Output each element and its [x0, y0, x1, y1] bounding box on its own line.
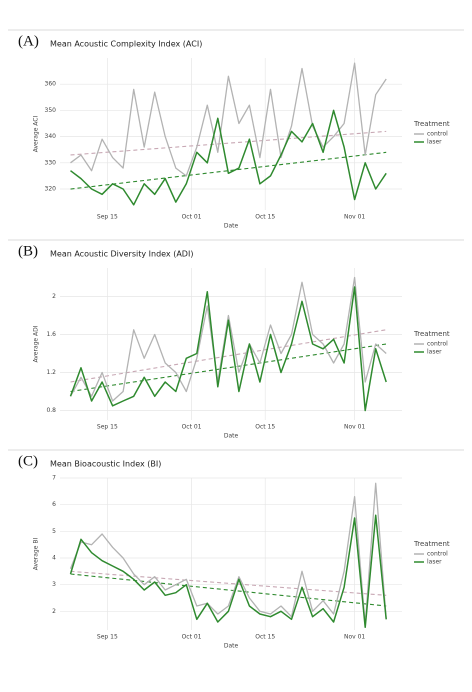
- trend-line: [70, 570, 387, 596]
- y-axis-label: Average BI: [33, 538, 40, 571]
- legend-label: control: [427, 341, 448, 348]
- panel: (B) Mean Acoustic Diversity Index (ADI) 0.…: [8, 239, 464, 440]
- x-tick-label: Sep 15: [97, 214, 118, 221]
- y-tick-label: 6: [52, 501, 56, 508]
- legend-label: control: [427, 131, 448, 138]
- series-line: [70, 109, 387, 206]
- x-tick-label: Oct 15: [255, 424, 275, 431]
- legend-title: Treatment: [413, 120, 450, 128]
- x-tick-label: Oct 15: [255, 214, 275, 221]
- legend-label: laser: [427, 559, 442, 566]
- panel-label: (C): [18, 453, 38, 469]
- x-tick-label: Nov 01: [344, 424, 365, 431]
- y-tick-label: 330: [45, 159, 57, 166]
- x-axis-label: Date: [224, 643, 239, 650]
- panel-title: Mean Acoustic Complexity Index (ACI): [50, 40, 202, 49]
- y-tick-label: 5: [52, 528, 56, 535]
- panel-title: Mean Bioacoustic Index (BI): [50, 460, 161, 469]
- x-axis-label: Date: [224, 223, 239, 230]
- y-tick-label: 3: [52, 581, 56, 588]
- legend-title: Treatment: [413, 540, 450, 548]
- legend-label: laser: [427, 139, 442, 146]
- trend-line: [70, 130, 387, 156]
- legend-label: laser: [427, 349, 442, 356]
- series-line: [69, 286, 387, 412]
- y-tick-label: 350: [45, 107, 57, 114]
- y-axis-label: Average ADI: [33, 325, 40, 362]
- series-line: [69, 276, 387, 402]
- y-tick-label: 1.6: [46, 331, 56, 338]
- panel: (A) Mean Acoustic Complexity Index (ACI) 3…: [8, 29, 464, 230]
- legend-label: control: [427, 551, 448, 558]
- y-tick-label: 0.8: [46, 407, 56, 414]
- y-tick-label: 320: [45, 186, 57, 193]
- y-tick-label: 2: [52, 293, 56, 300]
- trend-line: [70, 329, 387, 383]
- y-tick-label: 340: [45, 133, 57, 140]
- y-tick-label: 7: [52, 475, 56, 482]
- x-tick-label: Nov 01: [344, 634, 365, 641]
- trend-line: [70, 343, 387, 393]
- trend-line: [70, 151, 387, 190]
- x-tick-label: Oct 01: [182, 214, 202, 221]
- legend-title: Treatment: [413, 330, 450, 338]
- x-tick-label: Oct 15: [255, 634, 275, 641]
- trend-line: [70, 573, 387, 607]
- y-axis-label: Average ACI: [33, 116, 40, 153]
- series-line: [69, 514, 387, 629]
- y-tick-label: 360: [45, 81, 57, 88]
- panel: (C) Mean Bioacoustic Index (BI) 2 3 4 5 6 7 Sep …: [8, 449, 464, 650]
- series-line: [69, 482, 387, 626]
- panel-label: (A): [18, 33, 39, 49]
- x-axis-label: Date: [224, 433, 239, 440]
- y-tick-label: 4: [52, 555, 56, 562]
- series-line: [70, 62, 387, 177]
- y-tick-label: 1.2: [46, 369, 56, 376]
- x-tick-label: Sep 15: [97, 424, 118, 431]
- panel-label: (B): [18, 243, 38, 259]
- panel-title: Mean Acoustic Diversity Index (ADI): [50, 250, 193, 259]
- x-tick-label: Sep 15: [97, 634, 118, 641]
- x-tick-label: Oct 01: [182, 634, 202, 641]
- y-tick-label: 2: [52, 608, 56, 615]
- x-tick-label: Oct 01: [182, 424, 202, 431]
- x-tick-label: Nov 01: [344, 214, 365, 221]
